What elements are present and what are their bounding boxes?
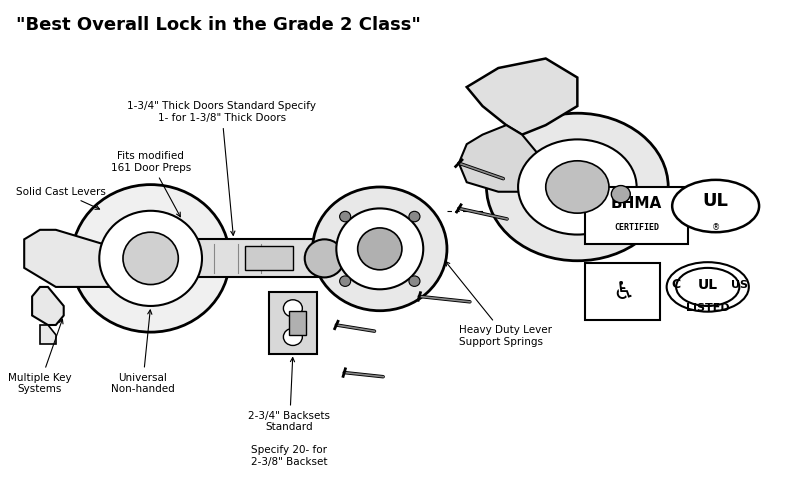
Text: ®: ® (711, 223, 720, 232)
FancyBboxPatch shape (289, 311, 306, 335)
Ellipse shape (99, 211, 202, 306)
FancyBboxPatch shape (586, 263, 660, 320)
Ellipse shape (340, 211, 350, 222)
Ellipse shape (283, 328, 302, 345)
Ellipse shape (340, 276, 350, 286)
Text: Fits modified
161 Door Preps: Fits modified 161 Door Preps (110, 151, 190, 217)
Text: 1-3/4" Thick Doors Standard Specify
1- for 1-3/8" Thick Doors: 1-3/4" Thick Doors Standard Specify 1- f… (127, 101, 316, 235)
Text: LISTED: LISTED (686, 303, 730, 313)
Polygon shape (466, 58, 578, 135)
Ellipse shape (283, 300, 302, 317)
FancyBboxPatch shape (586, 187, 688, 244)
Circle shape (676, 268, 739, 306)
Ellipse shape (518, 140, 637, 235)
Text: 2-3/4" Backsets
Standard

Specify 20- for
2-3/8" Backset: 2-3/4" Backsets Standard Specify 20- for… (248, 357, 330, 467)
FancyBboxPatch shape (150, 240, 325, 277)
Text: ♿: ♿ (612, 280, 634, 304)
Ellipse shape (123, 232, 178, 284)
Text: US: US (731, 280, 748, 289)
Text: "Best Overall Lock in the Grade 2 Class": "Best Overall Lock in the Grade 2 Class" (16, 15, 421, 34)
Ellipse shape (409, 211, 420, 222)
Text: Heavy Duty Lever
Support Springs: Heavy Duty Lever Support Springs (446, 261, 552, 347)
Text: C: C (671, 278, 681, 291)
Ellipse shape (313, 187, 447, 311)
Circle shape (672, 180, 759, 232)
Text: UL: UL (702, 192, 729, 210)
Ellipse shape (72, 185, 230, 332)
Polygon shape (32, 287, 64, 325)
Polygon shape (459, 125, 546, 192)
Text: CERTIFIED: CERTIFIED (614, 223, 659, 232)
Text: Multiple Key
Systems: Multiple Key Systems (8, 319, 72, 394)
Text: UL: UL (698, 278, 718, 292)
Ellipse shape (409, 276, 420, 286)
Ellipse shape (336, 208, 423, 289)
Ellipse shape (611, 185, 630, 203)
FancyBboxPatch shape (269, 292, 317, 354)
Ellipse shape (358, 228, 402, 270)
FancyBboxPatch shape (246, 246, 293, 270)
Ellipse shape (305, 240, 344, 277)
Text: Solid Cast Levers: Solid Cast Levers (16, 187, 106, 209)
Ellipse shape (486, 113, 668, 261)
Text: Universal
Non-handed: Universal Non-handed (111, 310, 174, 394)
Polygon shape (40, 325, 56, 344)
Ellipse shape (546, 161, 609, 213)
Polygon shape (24, 230, 135, 287)
Text: BHMA: BHMA (611, 196, 662, 211)
